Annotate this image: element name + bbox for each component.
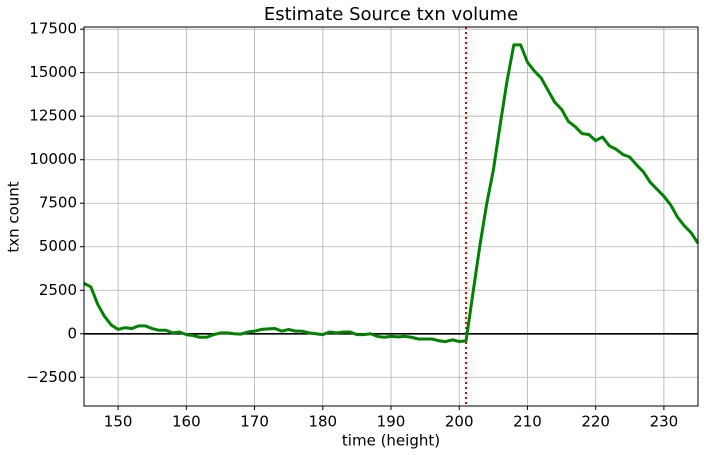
y-tick-label: −2500 <box>26 368 77 386</box>
y-tick-label: 12500 <box>29 107 77 125</box>
y-tick-label: 7500 <box>39 194 77 212</box>
y-axis-label: txn count <box>5 181 23 252</box>
x-tick-label: 220 <box>581 413 610 431</box>
x-tick-label: 190 <box>377 413 406 431</box>
x-tick-label: 150 <box>104 413 133 431</box>
x-tick-label: 160 <box>172 413 201 431</box>
x-tick-label: 210 <box>513 413 542 431</box>
x-tick-label: 180 <box>308 413 337 431</box>
x-tick-label: 230 <box>650 413 679 431</box>
x-tick-label: 200 <box>445 413 474 431</box>
y-tick-label: 17500 <box>29 20 77 38</box>
y-tick-label: 5000 <box>39 237 77 255</box>
x-tick-label: 170 <box>240 413 269 431</box>
data-line <box>83 43 700 344</box>
y-tick-label: 2500 <box>39 281 77 299</box>
y-tick-label: 0 <box>67 324 77 342</box>
y-tick-label: 15000 <box>29 63 77 81</box>
x-axis-label: time (height) <box>342 432 440 450</box>
chart-title: Estimate Source txn volume <box>264 4 518 25</box>
plot-frame <box>83 26 699 407</box>
y-tick-label: 10000 <box>29 150 77 168</box>
